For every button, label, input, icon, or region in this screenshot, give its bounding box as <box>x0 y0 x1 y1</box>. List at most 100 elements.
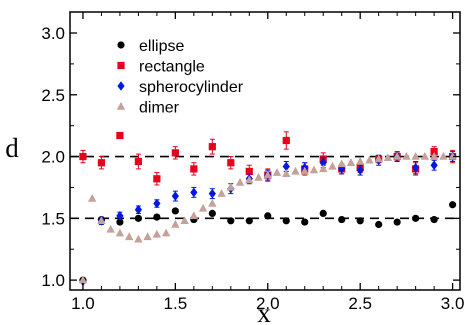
data-point-dimer <box>87 193 97 202</box>
data-point-rectangle <box>97 159 106 167</box>
data-point-spherocylinder <box>190 187 198 198</box>
data-point-ellipse <box>412 214 420 222</box>
data-point-ellipse <box>134 214 142 222</box>
data-point-dimer <box>97 216 106 225</box>
data-point-dimer <box>346 158 356 166</box>
data-series <box>78 131 457 287</box>
plot-frame <box>69 11 461 291</box>
data-point-dimer <box>374 154 383 163</box>
data-point-dimer <box>291 166 300 175</box>
data-point-dimer <box>217 189 226 197</box>
y-tick-label: 3.0 <box>41 24 65 43</box>
data-point-dimer <box>171 219 180 228</box>
data-point-rectangle <box>79 152 87 161</box>
legend-label-spherocylinder: spherocylinder <box>139 79 244 96</box>
data-point-ellipse <box>153 213 161 221</box>
data-point-dimer <box>254 172 263 181</box>
data-point-dimer <box>124 232 134 241</box>
data-point-rectangle <box>134 157 142 166</box>
data-point-rectangle <box>116 131 124 140</box>
y-axis-title: d <box>5 133 19 163</box>
data-point-dimer <box>152 229 162 238</box>
legend-marker-rectangle <box>117 61 125 70</box>
data-point-rectangle <box>153 175 161 183</box>
data-point-ellipse <box>116 218 124 226</box>
data-point-dimer <box>198 203 208 212</box>
data-point-spherocylinder <box>116 211 124 221</box>
data-point-dimer <box>235 177 245 186</box>
x-tick-label: 2.0 <box>256 294 280 313</box>
data-point-rectangle <box>227 159 235 167</box>
data-point-dimer <box>263 170 272 179</box>
data-point-dimer <box>300 166 309 175</box>
data-point-dimer <box>439 151 448 160</box>
data-point-dimer <box>319 164 328 173</box>
data-point-spherocylinder <box>430 160 438 171</box>
data-point-ellipse <box>227 217 235 225</box>
data-point-dimer <box>309 165 319 174</box>
data-point-dimer <box>365 155 374 164</box>
data-point-ellipse <box>208 209 216 217</box>
data-point-dimer <box>245 175 254 184</box>
data-point-dimer <box>328 161 337 170</box>
data-point-ellipse <box>375 220 383 229</box>
data-point-ellipse <box>338 215 346 224</box>
x-tick-label: 2.5 <box>348 294 372 313</box>
data-point-dimer <box>134 234 143 243</box>
data-point-ellipse <box>245 217 253 225</box>
data-point-spherocylinder <box>134 204 142 215</box>
data-point-dimer <box>383 153 393 161</box>
data-point-rectangle <box>282 136 290 145</box>
data-point-ellipse <box>393 218 401 226</box>
data-point-dimer <box>78 275 88 284</box>
data-point-spherocylinder <box>282 161 290 172</box>
y-tick-label: 2.0 <box>41 148 65 167</box>
data-point-dimer <box>161 228 171 237</box>
x-tick-label: 3.0 <box>441 294 465 313</box>
data-point-rectangle <box>190 165 198 173</box>
data-point-spherocylinder <box>153 198 161 209</box>
data-point-dimer <box>420 151 430 160</box>
data-point-dimer <box>448 151 457 160</box>
data-point-ellipse <box>171 207 179 215</box>
data-point-spherocylinder <box>356 165 364 175</box>
data-point-dimer <box>272 168 282 176</box>
legend-marker-dimer <box>116 101 126 110</box>
data-point-rectangle <box>430 148 438 156</box>
legend-label-dimer: dimer <box>139 100 180 117</box>
data-point-ellipse <box>430 215 438 224</box>
legend-marker-spherocylinder <box>117 81 125 91</box>
x-axis-title: x <box>257 298 271 325</box>
data-point-dimer <box>115 228 125 237</box>
data-point-dimer <box>429 151 439 160</box>
data-point-rectangle <box>245 167 253 175</box>
data-point-ellipse <box>264 212 272 220</box>
data-point-dimer <box>189 211 199 220</box>
x-tick-label: 1.0 <box>71 294 95 313</box>
data-point-dimer <box>392 151 402 160</box>
data-point-dimer <box>411 151 420 160</box>
data-point-dimer <box>208 198 217 207</box>
data-point-dimer <box>180 216 189 225</box>
legend: ellipse rectangle spherocylinder dimer <box>116 38 244 117</box>
series-dimer <box>78 151 457 284</box>
data-point-rectangle <box>208 143 216 151</box>
data-point-dimer <box>282 169 291 178</box>
data-point-dimer <box>355 156 365 165</box>
data-point-ellipse <box>301 218 309 226</box>
data-point-ellipse <box>319 209 327 217</box>
x-tick-label: 1.5 <box>164 294 188 313</box>
legend-marker-ellipse <box>117 41 125 49</box>
y-tick-label: 1.5 <box>41 209 65 228</box>
data-point-spherocylinder <box>171 191 179 201</box>
data-point-rectangle <box>171 149 179 157</box>
data-point-dimer <box>143 232 152 241</box>
data-point-ellipse <box>282 217 290 225</box>
data-point-dimer <box>337 159 346 168</box>
data-point-dimer <box>402 151 411 160</box>
legend-label-ellipse: ellipse <box>139 38 184 55</box>
data-point-ellipse <box>449 201 457 209</box>
y-tick-label: 1.0 <box>41 271 65 290</box>
data-point-ellipse <box>356 217 364 225</box>
